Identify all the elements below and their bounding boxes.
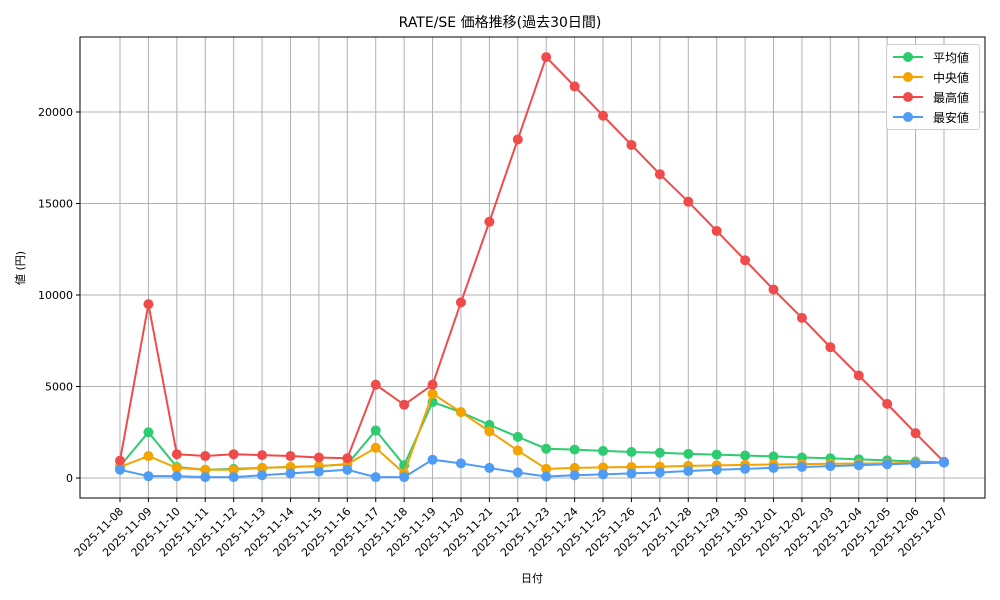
svg-text:5000: 5000 <box>45 381 73 394</box>
legend-label: 平均値 <box>933 50 970 65</box>
legend: 平均値 中央値 最高値 最安値 <box>886 44 980 130</box>
legend-item-median: 中央値 <box>887 67 979 87</box>
legend-item-min: 最安値 <box>887 107 979 127</box>
tick-labels: 050001000015000200002025-11-082025-11-09… <box>38 106 950 559</box>
legend-item-average: 平均値 <box>887 47 979 67</box>
x-axis-label: 日付 <box>521 572 543 585</box>
legend-label: 最安値 <box>933 110 970 125</box>
legend-marker-icon <box>893 51 923 63</box>
chart-title: RATE/SE 価格推移(過去30日間) <box>398 15 602 31</box>
svg-text:15000: 15000 <box>38 198 73 211</box>
legend-item-max: 最高値 <box>887 87 979 107</box>
svg-text:20000: 20000 <box>38 106 73 119</box>
svg-text:0: 0 <box>66 472 73 485</box>
legend-label: 最高値 <box>933 90 970 105</box>
grid-lines <box>80 37 985 498</box>
axes <box>76 36 986 502</box>
series-lines <box>115 52 949 483</box>
legend-marker-icon <box>893 71 923 83</box>
legend-marker-icon <box>893 91 923 103</box>
legend-marker-icon <box>893 111 923 123</box>
y-axis-label: 値 (円) <box>14 250 27 285</box>
legend-label: 中央値 <box>933 70 970 85</box>
svg-text:10000: 10000 <box>38 289 73 302</box>
